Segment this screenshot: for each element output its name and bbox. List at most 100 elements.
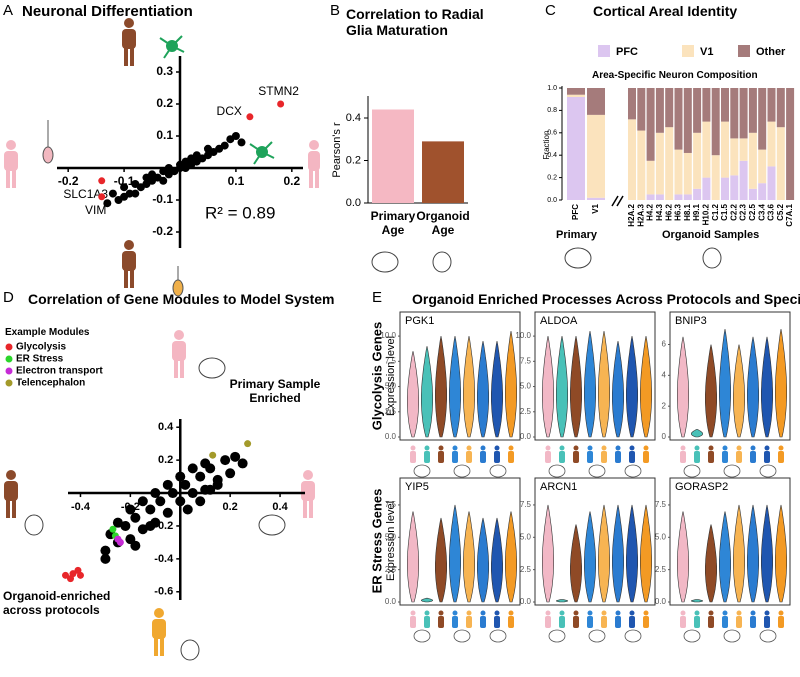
species-icon [410,610,416,628]
bar-segment [711,88,720,156]
bar-segment [739,88,748,139]
y-tick-label: 0.4 [346,112,361,124]
data-point [100,545,111,556]
violin [556,336,568,438]
bar-segment [655,132,664,195]
species-icon [466,445,472,463]
neuron-icon [159,35,185,59]
legend-swatch [682,45,694,57]
y-tick-label: 4 [662,370,667,379]
gene-label: YIP5 [405,481,429,493]
data-point [162,479,173,490]
species-icon [694,445,700,463]
brain-icon [588,464,606,478]
annotation: Primary Sample Enriched [229,377,321,405]
icon-body [559,616,565,628]
brain-icon [759,464,777,478]
brain-icon [413,629,431,643]
group-label: Primary [556,229,597,241]
brain-icon [413,464,431,478]
species-icon [601,445,607,463]
gene-label: ALDOA [540,315,578,327]
bar-segment [730,88,739,139]
data-point [100,553,111,564]
bar-segment [665,127,674,200]
icon-body [410,616,416,628]
gene-label: BNIP3 [675,315,707,327]
y-tick-label: 0.0 [385,432,397,441]
annotation: R² = 0.89 [205,203,275,222]
chart-title: Neuronal Differentiation [22,3,193,20]
icon-head [559,610,565,616]
data-point [145,520,156,531]
brain-icon [723,629,741,643]
data-point [237,458,248,469]
violin [598,330,610,438]
brain-icon [683,629,701,643]
icon-head [629,445,635,451]
violin [761,336,773,438]
bar-segment [655,194,664,200]
data-point [195,496,206,507]
icon-head [615,610,621,616]
violin [705,344,717,438]
species-icon [424,610,430,628]
x-tick-label: C3.6 [767,203,776,220]
icon-head [601,445,607,451]
y-tick-label: 0.6 [547,130,557,137]
data-point [231,132,240,140]
bar-segment [730,175,739,200]
icon-head [615,445,621,451]
data-point [167,488,178,499]
violin [570,524,582,603]
gene-label: PGK1 [405,315,434,327]
bar-segment [628,119,636,200]
icon-head [629,610,635,616]
icon-head [545,610,551,616]
species-icon [438,610,444,628]
y-tick-label: 0.2 [547,174,557,181]
species-icon [494,445,500,463]
species-icon [750,445,756,463]
violin [505,511,517,603]
bar-segment [721,121,729,178]
bar-segment [702,177,711,200]
species-icon [438,445,444,463]
data-point [131,189,140,198]
violin [640,336,652,438]
species-icon [750,610,756,628]
data-point [187,463,198,474]
icon-body [736,616,742,628]
bar-segment [739,160,748,200]
data-point [125,504,136,515]
icon-head [410,445,416,451]
x-tick-label: H9.1 [692,203,701,220]
x-tick-label: C2.5 [748,203,757,220]
icon-head [466,610,472,616]
violin [407,511,419,603]
human-icon [122,240,136,288]
y-tick-label: 5.0 [385,382,397,391]
legend-title: Example Modules [5,327,90,338]
icon-body [694,451,700,463]
icon-head [587,610,593,616]
brain-icon [624,629,642,643]
y-tick-label: 0.0 [385,597,397,606]
icon-body [708,451,714,463]
data-point [187,488,198,499]
human-icon [172,330,186,378]
species-icon [680,445,686,463]
chart-title: Correlation to Radial Glia Maturation [346,6,484,39]
icon-head [452,445,458,451]
icon-body [629,616,635,628]
icon-head [722,610,728,616]
icon-body [573,451,579,463]
data-point [175,471,186,482]
y-tick-label: -0.6 [154,586,173,598]
icon-head [438,610,444,616]
icon-body [778,451,784,463]
species-icon [587,610,593,628]
violin [691,599,703,603]
data-point [145,504,156,515]
bar-segment [674,149,683,195]
